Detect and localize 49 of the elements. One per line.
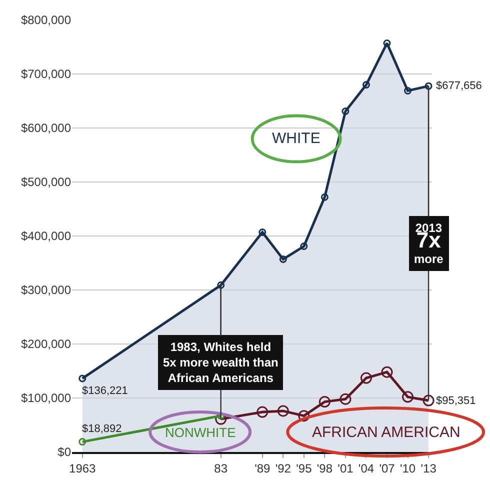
x-tick-label: '92 — [275, 461, 292, 476]
x-tick-label: '04 — [358, 461, 374, 476]
point — [320, 193, 328, 201]
point — [422, 394, 434, 406]
y-tick-label: $700,000 — [20, 67, 72, 82]
point — [300, 242, 308, 250]
y-tick-label: $100,000 — [20, 391, 72, 406]
y-tick-label: $600,000 — [20, 121, 72, 136]
point — [258, 228, 266, 236]
series-label: WHITE — [272, 130, 320, 147]
point — [217, 281, 225, 289]
x-tick-label: '13 — [420, 461, 437, 476]
x-tick-label: '01 — [338, 461, 354, 476]
y-tick-label: $400,000 — [20, 229, 72, 244]
point — [404, 86, 412, 94]
point — [383, 39, 391, 47]
point — [256, 406, 268, 418]
annotation: $677,656 — [436, 80, 482, 92]
point — [424, 82, 432, 90]
y-tick-label: $800,000 — [20, 13, 72, 28]
y-tick-label: $500,000 — [20, 175, 72, 190]
point — [298, 410, 310, 422]
x-tick-label: '07 — [379, 461, 396, 476]
series-label: NONWHITE — [165, 425, 236, 440]
x-tick-label: 1963 — [69, 461, 96, 476]
x-tick-label: 83 — [214, 461, 228, 476]
point — [277, 405, 289, 417]
annotation: $136,221 — [82, 385, 128, 397]
y-tick-label: $200,000 — [20, 337, 72, 352]
point — [279, 255, 287, 263]
x-tick-label: '89 — [254, 461, 271, 476]
point — [78, 374, 86, 382]
annotation: 1983, Whites held 5x more wealth than African Americans — [163, 340, 278, 386]
x-tick-label: '95 — [296, 461, 312, 476]
point — [318, 396, 330, 408]
point — [402, 391, 414, 403]
point — [342, 108, 350, 116]
series-label: AFRICAN AMERICAN — [312, 424, 460, 441]
annotation: $95,351 — [436, 395, 476, 407]
point — [340, 393, 352, 405]
y-tick-label: $0 — [58, 445, 72, 460]
x-tick-label: '10 — [400, 461, 416, 476]
point — [381, 366, 393, 378]
y-tick-label: $300,000 — [20, 283, 72, 298]
annotation: $18,892 — [82, 423, 122, 435]
x-tick-label: '98 — [316, 461, 333, 476]
point — [362, 81, 370, 89]
point — [78, 438, 86, 446]
point — [360, 372, 372, 384]
